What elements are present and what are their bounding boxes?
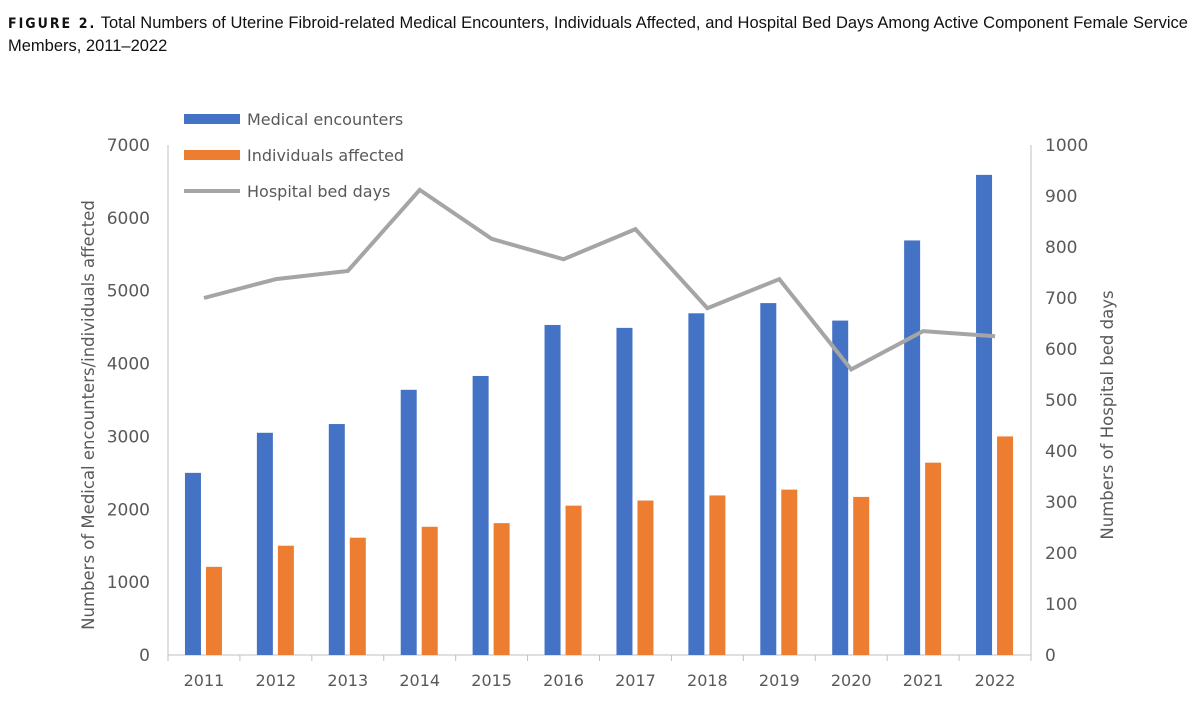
bar-medical-encounters	[616, 327, 633, 655]
bar-individuals-affected	[565, 505, 582, 655]
bar-individuals-affected	[493, 523, 510, 655]
left-tick-label: 3000	[107, 427, 150, 447]
x-tick-label: 2018	[687, 671, 728, 690]
figure-label: FIGURE 2.	[8, 16, 97, 32]
figure-title: Total Numbers of Uterine Fibroid-related…	[8, 14, 1188, 55]
right-tick-label: 500	[1045, 391, 1077, 411]
left-axis-title: Numbers of Medical encounters/individual…	[79, 200, 98, 630]
bar-medical-encounters	[760, 303, 777, 655]
bar-medical-encounters	[328, 424, 345, 655]
bar-medical-encounters	[976, 174, 993, 655]
right-tick-label: 400	[1045, 442, 1077, 462]
bar-individuals-affected	[421, 526, 438, 655]
figure-caption: FIGURE 2. Total Numbers of Uterine Fibro…	[8, 12, 1188, 57]
left-tick-label: 0	[139, 646, 150, 666]
bar-medical-encounters	[472, 375, 489, 655]
bar-individuals-affected	[277, 545, 294, 655]
bar-individuals-affected	[997, 436, 1014, 655]
bar-medical-encounters	[400, 389, 417, 655]
right-tick-label: 300	[1045, 493, 1077, 513]
bar-medical-encounters	[184, 472, 201, 655]
legend-label-hospital-bed-days: Hospital bed days	[247, 182, 390, 201]
line-hospital-bed-days	[203, 187, 996, 372]
left-tick-label: 7000	[107, 136, 150, 156]
x-tick-label: 2016	[543, 671, 584, 690]
bar-individuals-affected	[781, 489, 798, 655]
x-tick-label: 2022	[975, 671, 1016, 690]
right-tick-label: 200	[1045, 544, 1077, 564]
left-tick-label: 1000	[107, 573, 150, 593]
x-tick-label: 2014	[399, 671, 440, 690]
bar-medical-encounters	[832, 320, 849, 655]
x-tick-label: 2015	[471, 671, 512, 690]
bar-individuals-affected	[925, 462, 942, 655]
x-tick-label: 2012	[256, 671, 297, 690]
bar-individuals-affected	[637, 500, 654, 655]
left-tick-label: 5000	[107, 282, 150, 302]
right-tick-label: 700	[1045, 289, 1077, 309]
x-tick-label: 2013	[327, 671, 368, 690]
x-tick-label: 2020	[831, 671, 872, 690]
left-tick-label: 2000	[107, 500, 150, 520]
right-tick-label: 0	[1045, 646, 1056, 666]
x-tick-label: 2021	[903, 671, 944, 690]
bar-individuals-affected	[709, 495, 726, 655]
left-tick-label: 6000	[107, 209, 150, 229]
bar-medical-encounters	[256, 432, 273, 655]
bar-individuals-affected	[205, 566, 222, 655]
bar-individuals-affected	[349, 537, 366, 655]
left-tick-label: 4000	[107, 355, 150, 375]
legend-swatch-medical-encounters	[184, 114, 240, 124]
bar-individuals-affected	[853, 496, 870, 655]
right-tick-label: 900	[1045, 187, 1077, 207]
legend-swatch-individuals-affected	[184, 150, 240, 160]
legend-label-individuals-affected: Individuals affected	[247, 146, 404, 165]
x-tick-label: 2011	[184, 671, 225, 690]
bar-medical-encounters	[544, 324, 561, 655]
x-tick-label: 2019	[759, 671, 800, 690]
right-tick-label: 100	[1045, 595, 1077, 615]
bar-medical-encounters	[904, 240, 921, 655]
right-tick-label: 800	[1045, 238, 1077, 258]
right-tick-label: 1000	[1045, 136, 1088, 156]
right-axis-title: Numbers of Hospital bed days	[1098, 290, 1117, 539]
x-tick-label: 2017	[615, 671, 656, 690]
legend-label-medical-encounters: Medical encounters	[247, 110, 403, 129]
bar-medical-encounters	[688, 313, 705, 655]
right-tick-label: 600	[1045, 340, 1077, 360]
